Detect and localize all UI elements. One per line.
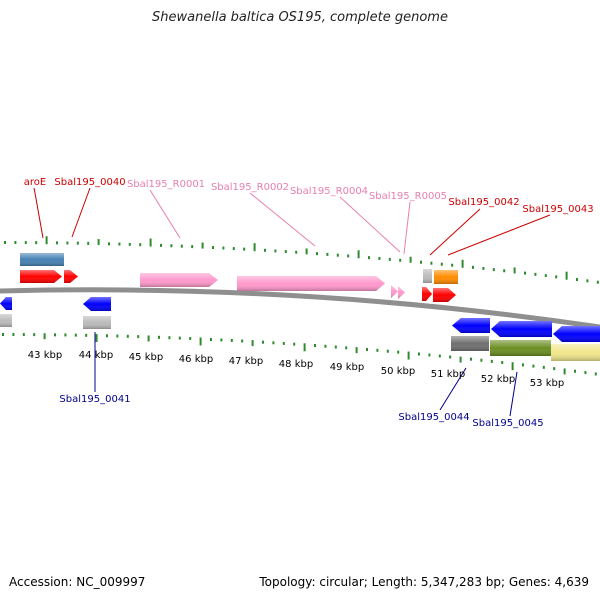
scale-label: 46 kbp — [179, 354, 213, 365]
label-leader-line — [429, 208, 481, 256]
forward-feature-labels: aroE Sbal195_0040 Sbal195_R0001 Sbal195_R00… — [24, 177, 594, 215]
genome-summary-text: Topology: circular; Length: 5,347,283 bp… — [259, 575, 589, 589]
feature-label: Sbal195_0040 — [54, 177, 125, 188]
scale-labels: 43 kbp 44 kbp 45 kbp 46 kbp 47 kbp 48 kbp 49 k… — [28, 350, 564, 389]
label-leader-line — [249, 192, 316, 247]
label-leader-line — [71, 187, 91, 238]
feature-label: Sbal195_0041 — [59, 394, 130, 405]
scale-label: 43 kbp — [28, 350, 62, 361]
gene-sbal195-0043[interactable] — [433, 288, 456, 302]
gene-sbal195-0043-box[interactable] — [434, 270, 458, 284]
gene-left-reverse[interactable] — [0, 297, 12, 310]
feature-label: Sbal195_0043 — [522, 204, 593, 215]
feature-label: Sbal195_R0005 — [369, 191, 447, 202]
gene-sbal195-0040[interactable] — [64, 270, 78, 283]
gene-reverse-next[interactable] — [553, 326, 600, 342]
feature-label: Sbal195_0044 — [398, 412, 469, 423]
scale-label: 50 kbp — [381, 366, 415, 377]
gene-next-box[interactable] — [551, 344, 600, 361]
gene-sbal195-0044[interactable] — [452, 318, 490, 333]
label-leader-line — [509, 371, 518, 417]
scale-label: 52 kbp — [481, 374, 515, 385]
scale-label: 48 kbp — [279, 359, 313, 370]
label-leader-line — [33, 187, 44, 239]
feature-label: Sbal195_0042 — [448, 197, 519, 208]
label-leader-line — [403, 201, 411, 255]
gene-aroE[interactable] — [20, 270, 62, 283]
label-leader-line — [339, 196, 401, 253]
gene-aroE-box[interactable] — [20, 253, 64, 266]
gene-left-reverse-box[interactable] — [0, 314, 12, 327]
label-leader-line — [149, 189, 181, 239]
inner-tick-row — [2, 333, 597, 376]
gene-sbal195-0041-box[interactable] — [83, 316, 111, 329]
feature-label: Sbal195_R0002 — [211, 182, 289, 193]
gene-sbal195-r0001[interactable] — [140, 273, 218, 287]
gene-sbal195-0044-box[interactable] — [451, 336, 489, 351]
gene-sbal195-r0005[interactable] — [398, 286, 405, 299]
label-leaders — [33, 187, 551, 417]
scale-label: 44 kbp — [79, 350, 113, 361]
label-leader-line — [439, 367, 467, 411]
gene-sbal195-0042-box[interactable] — [423, 269, 432, 283]
gene-sbal195-0041[interactable] — [83, 297, 111, 311]
gene-sbal195-r0004[interactable] — [391, 285, 398, 298]
scale-label: 47 kbp — [229, 356, 263, 367]
feature-label: Sbal195_0045 — [472, 418, 543, 429]
genome-backbone — [0, 287, 600, 330]
accession-text: Accession: NC_009997 — [9, 575, 146, 589]
feature-label: aroE — [24, 177, 46, 188]
gene-track — [0, 253, 600, 361]
feature-label: Sbal195_R0001 — [127, 179, 205, 190]
label-leader-line — [447, 214, 551, 256]
outer-tick-row — [4, 236, 599, 284]
gene-sbal195-0045[interactable] — [491, 321, 552, 337]
gene-sbal195-0042[interactable] — [422, 287, 432, 301]
gene-sbal195-0045-box[interactable] — [490, 340, 551, 356]
scale-label: 53 kbp — [530, 378, 564, 389]
scale-label: 51 kbp — [431, 369, 465, 380]
feature-label: Sbal195_R0004 — [290, 186, 368, 197]
scale-label: 45 kbp — [129, 352, 163, 363]
scale-label: 49 kbp — [330, 362, 364, 373]
gene-sbal195-r0002[interactable] — [237, 276, 385, 291]
map-title: Shewanella baltica OS195, complete genom… — [152, 10, 448, 25]
